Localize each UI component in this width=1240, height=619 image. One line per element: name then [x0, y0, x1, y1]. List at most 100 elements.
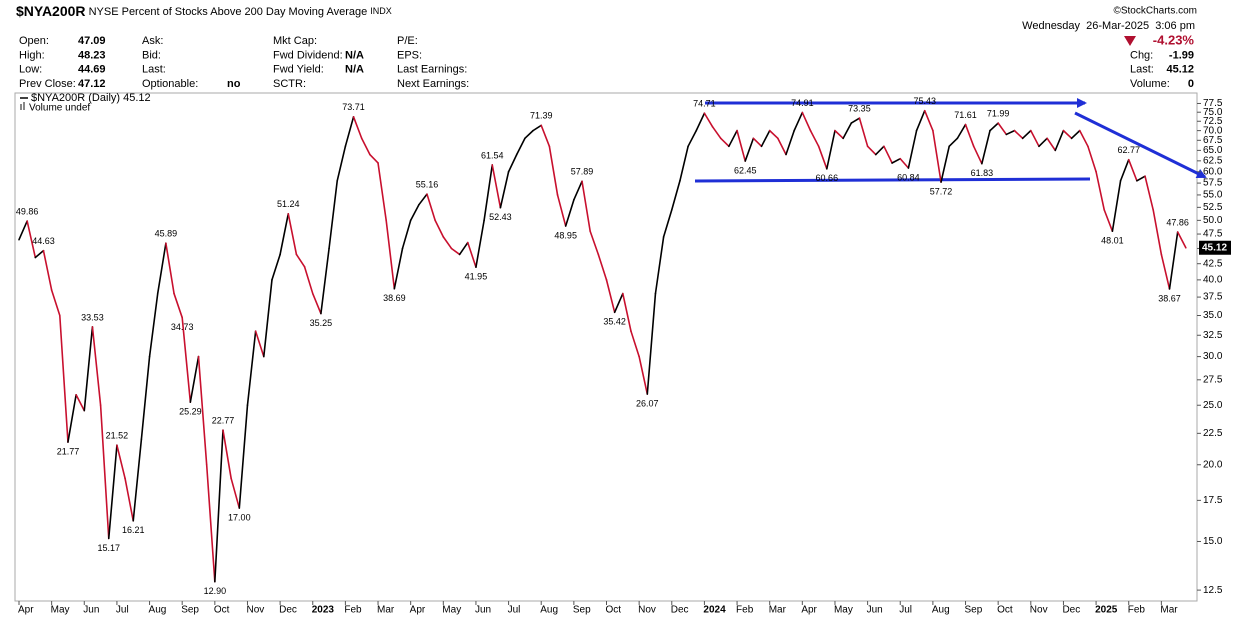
line-segment: [295, 253, 306, 268]
y-tick-label: 77.5: [1203, 98, 1223, 109]
y-tick-label: 15.0: [1203, 536, 1223, 547]
line-segment: [874, 145, 885, 156]
x-tick-label: Aug: [540, 605, 558, 616]
line-segment: [752, 137, 763, 148]
x-tick-label: Oct: [214, 605, 230, 616]
copyright: ©StockCharts.com: [1113, 6, 1197, 17]
line-segment: [1168, 231, 1179, 290]
line-segment: [442, 236, 453, 250]
quote-label: Bid:: [142, 49, 161, 61]
line-segment: [760, 129, 771, 148]
quote-value: 47.09: [78, 35, 106, 47]
x-tick-label: Jul: [116, 605, 129, 616]
line-segment: [140, 355, 151, 441]
line-segment: [205, 463, 216, 583]
line-segment: [940, 145, 951, 183]
data-label: 41.95: [465, 272, 488, 282]
line-segment: [148, 292, 159, 358]
y-tick-label: 32.5: [1203, 330, 1223, 341]
line-segment: [768, 129, 779, 140]
line-segment: [458, 241, 469, 256]
line-segment: [1144, 175, 1155, 211]
y-tick-label: 27.5: [1203, 374, 1223, 385]
x-tick-label: Apr: [410, 605, 426, 616]
x-tick-label: Mar: [377, 605, 395, 616]
line-segment: [475, 219, 485, 268]
y-tick-label: 75.0: [1203, 107, 1223, 118]
data-label: 21.77: [57, 447, 80, 457]
data-label: 55.16: [416, 180, 439, 190]
line-segment: [923, 109, 934, 132]
chart-title: $NYA200R NYSE Percent of Stocks Above 20…: [16, 3, 392, 19]
line-segment: [809, 129, 820, 148]
quote-value: N/A: [345, 64, 364, 76]
data-label: 45.89: [155, 229, 178, 239]
y-tick-label: 37.5: [1203, 292, 1223, 303]
line-segment: [605, 279, 616, 314]
line-segment: [466, 241, 477, 268]
data-label: 71.39: [530, 111, 553, 121]
line-segment: [736, 129, 747, 162]
line-segment: [279, 213, 290, 256]
data-label: 35.25: [310, 318, 333, 328]
quote-label: Volume:: [1130, 78, 1170, 90]
line-segment: [165, 242, 175, 295]
x-tick-label: Dec: [279, 605, 297, 616]
y-tick-label: 17.5: [1203, 495, 1223, 506]
quote-label: Ask:: [142, 35, 163, 47]
line-segment: [719, 137, 730, 148]
line-segment: [483, 164, 494, 222]
x-tick-label: May: [51, 605, 70, 616]
data-label: 71.61: [954, 110, 977, 120]
symbol: $NYA200R: [16, 3, 86, 19]
line-segment: [564, 199, 575, 227]
data-label: 16.21: [122, 525, 145, 535]
line-segment: [907, 129, 918, 169]
quote-value: 0: [1188, 78, 1194, 90]
data-label: 57.89: [571, 167, 594, 177]
line-segment: [1046, 137, 1057, 152]
line-segment: [393, 247, 404, 290]
quote-label: Mkt Cap:: [273, 35, 317, 47]
data-label: 73.35: [848, 104, 871, 114]
x-tick-label: Feb: [344, 605, 362, 616]
line-segment: [1054, 129, 1065, 152]
line-segment: [26, 220, 37, 259]
line-segment: [711, 126, 722, 140]
line-segment: [662, 209, 673, 238]
x-tick-label: Aug: [932, 605, 950, 616]
x-tick-label: Sep: [965, 605, 983, 616]
last-value: 45.12: [1202, 242, 1227, 253]
line-segment: [801, 111, 812, 132]
line-segment: [573, 180, 583, 201]
line-segment: [116, 444, 126, 480]
x-tick-label: Feb: [1128, 605, 1146, 616]
y-tick-label: 12.5: [1203, 585, 1223, 596]
y-tick-label: 20.0: [1203, 459, 1223, 470]
x-tick-label: Apr: [18, 605, 34, 616]
line-segment: [581, 180, 591, 233]
y-tick-label: 25.0: [1203, 400, 1223, 411]
data-label: 26.07: [636, 398, 659, 408]
line-segment: [1013, 129, 1024, 140]
line-segment: [58, 314, 69, 443]
data-label: 71.99: [987, 109, 1010, 119]
line-segment: [899, 157, 910, 169]
line-segment: [915, 109, 926, 132]
line-segment: [156, 242, 167, 295]
y-tick-label: 55.0: [1203, 190, 1223, 201]
y-tick-label: 40.0: [1203, 275, 1223, 286]
x-tick-label: Jul: [899, 605, 912, 616]
quote-value: no: [227, 78, 241, 90]
line-segment: [646, 292, 657, 395]
datetime: Wednesday 26-Mar-2025 3:06 pm: [1022, 20, 1195, 32]
y-tick-label: 30.0: [1203, 351, 1223, 362]
data-label: 60.84: [897, 172, 920, 182]
line-segment: [687, 129, 698, 148]
line-segment: [728, 129, 738, 148]
line-segment: [548, 145, 559, 196]
line-segment: [842, 122, 853, 140]
x-tick-label: Jun: [83, 605, 99, 616]
line-segment: [1005, 129, 1016, 136]
data-label: 17.00: [228, 512, 251, 522]
